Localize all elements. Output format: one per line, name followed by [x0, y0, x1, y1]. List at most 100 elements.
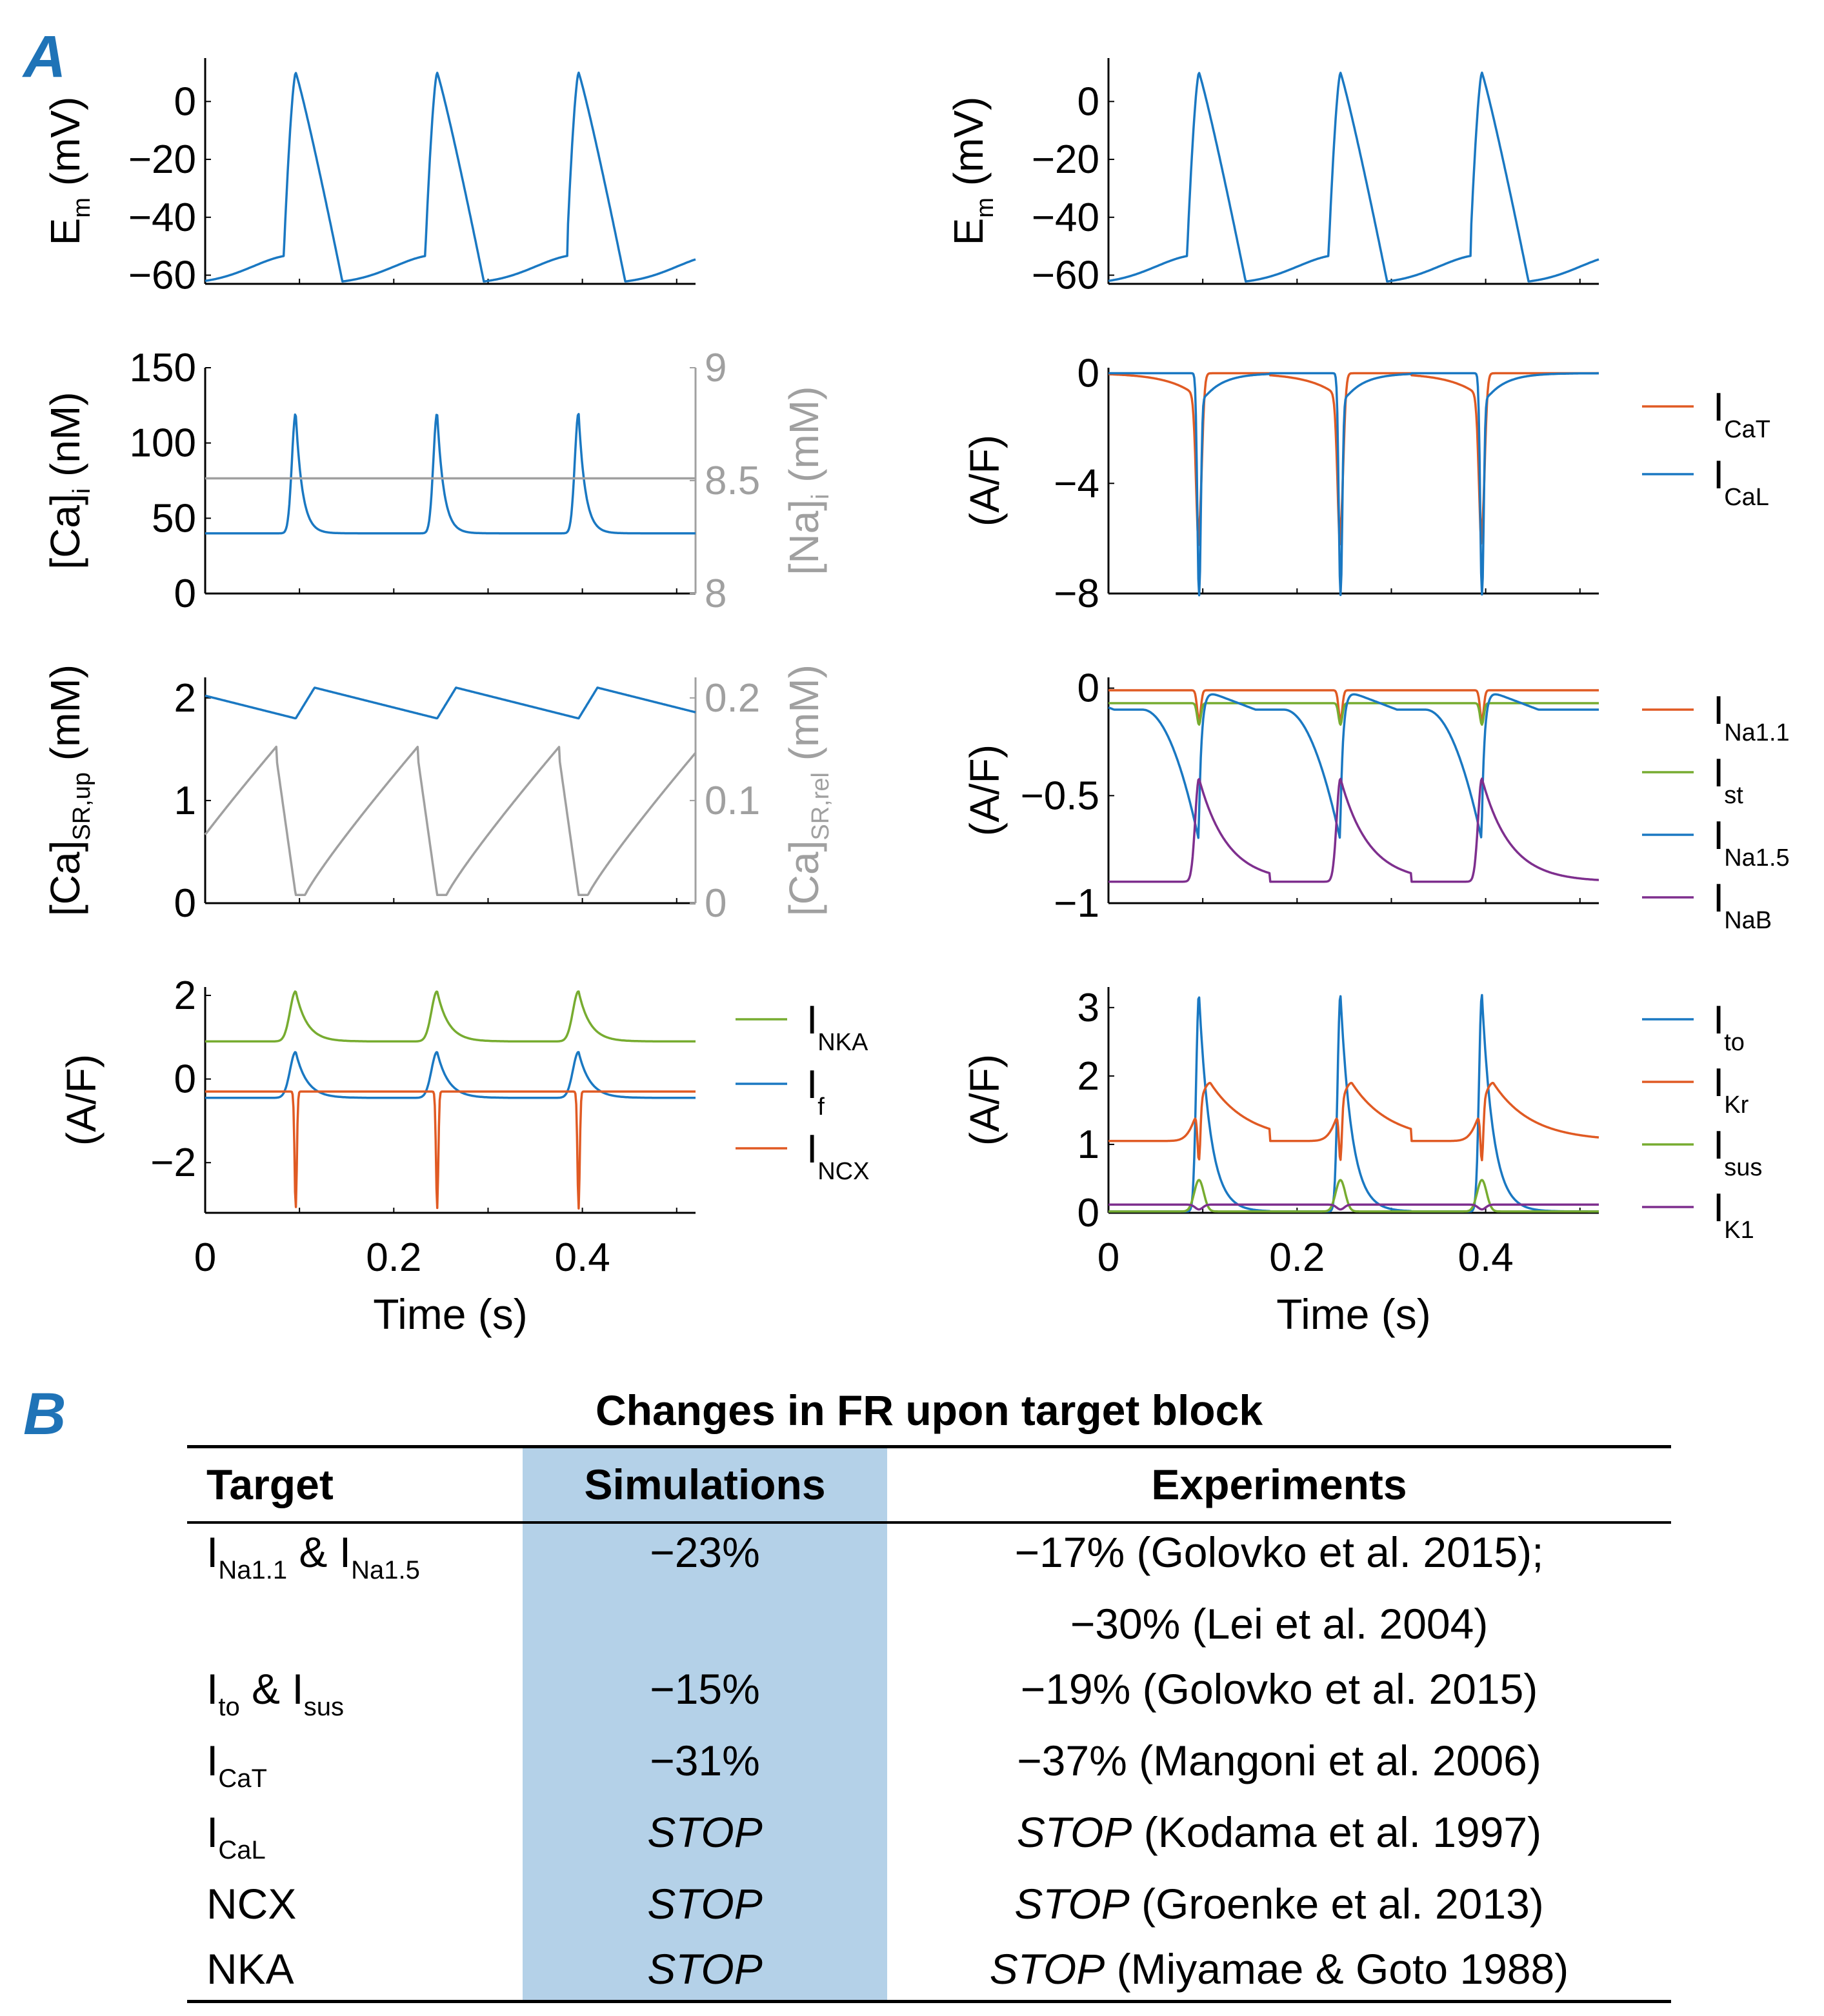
experiment-cell: −17% (Golovko et al. 2015);: [1014, 1528, 1544, 1576]
ca-currents-y-label: (A/F): [961, 435, 1008, 526]
casr-y2-tick-label: 0: [705, 881, 727, 926]
table-header-rule: [187, 1521, 1671, 1524]
experiment-cell: STOP (Groenke et al. 2013): [1014, 1880, 1544, 1928]
ca-currents-series-cat: [1108, 372, 1599, 546]
k-currents-y-tick-label: 1: [1077, 1123, 1099, 1167]
simulation-cell: −31%: [650, 1737, 760, 1784]
nka-f-ncx-legend-label: INKA: [807, 998, 868, 1056]
ca-na-y2-tick-label: 9: [705, 346, 727, 390]
k-currents-y-tick-label: 2: [1077, 1054, 1099, 1099]
ca-na-y-tick-label: 150: [130, 346, 196, 390]
nka-f-ncx-x-tick-label: 0.4: [555, 1235, 610, 1280]
k-currents-legend-label: IK1: [1713, 1186, 1754, 1244]
target-cell: NCX: [206, 1880, 297, 1928]
panel-label-b: B: [23, 1381, 66, 1447]
em-left-series-em: [205, 71, 696, 283]
em-right-y-label: Em (mV): [945, 97, 999, 246]
target-cell: INa1.1 & INa1.5: [206, 1528, 420, 1584]
experiment-cell: STOP (Kodama et al. 1997): [1016, 1808, 1542, 1856]
experiment-cell: −37% (Mangoni et al. 2006): [1017, 1737, 1541, 1784]
em-left-y-tick-label: −20: [128, 137, 196, 182]
nka-f-ncx-x-tick-label: 0.2: [366, 1235, 421, 1280]
casr-y2-tick-label: 0.2: [705, 676, 760, 721]
na-currents-legend-label: Ist: [1713, 751, 1743, 809]
k-currents-y-label: (A/F): [961, 1054, 1008, 1146]
table-title: Changes in FR upon target block: [595, 1386, 1263, 1434]
na-currents-legend-label: INa1.5: [1713, 813, 1790, 872]
ca-currents-y-tick-label: −8: [1054, 572, 1099, 616]
table-row: INa1.1 & INa1.5 −23% −17% (Golovko et al…: [187, 1520, 1671, 1592]
casr-y-tick-label: 1: [174, 779, 196, 823]
na-currents-series-na1-5: [1108, 693, 1599, 839]
nka-f-ncx-series-f: [205, 1051, 696, 1099]
k-currents-legend-label: Isus: [1713, 1123, 1762, 1181]
em-right-y-tick-label: −20: [1032, 137, 1099, 182]
table-bottom-rule: [187, 2000, 1671, 2003]
nka-f-ncx-series-nka: [205, 990, 696, 1043]
casr-y2-label: [Ca]SR,rel (mM): [781, 664, 834, 916]
panel-a: 0 −20 −40 −60 Em (mV) 0 50 100 150 8 8.5 9 [Ca]i (nM…: [42, 58, 1790, 1338]
em-right-series-em: [1108, 71, 1599, 283]
em-right-y-tick-label: −40: [1032, 195, 1099, 240]
header-target: Target: [206, 1461, 334, 1508]
target-cell: NKA: [206, 1945, 294, 1993]
k-currents-x-label: Time (s): [1276, 1290, 1431, 1338]
k-currents-legend-label: IKr: [1713, 1061, 1749, 1119]
na-currents-y-tick-label: −1: [1054, 881, 1099, 926]
ca-currents-y-tick-label: −4: [1054, 461, 1099, 506]
na-currents-legend-label: INa1.1: [1713, 688, 1790, 746]
experiment-cell: −19% (Golovko et al. 2015): [1020, 1665, 1538, 1713]
k-currents-series-k1: [1108, 1203, 1599, 1211]
panel-label-a: A: [23, 24, 66, 90]
k-currents-series-kr: [1108, 1081, 1599, 1162]
target-cell: ICaL: [206, 1808, 266, 1864]
table-header-row: Target Simulations Experiments: [187, 1449, 1671, 1520]
ca-currents-legend-label: ICaT: [1713, 385, 1770, 443]
ca-na-series--ca-i: [205, 413, 696, 535]
em-right-y-tick-label: −60: [1032, 254, 1099, 298]
casr-y-label: [Ca]SR,up (mM): [42, 664, 95, 916]
ca-currents-legend-label: ICaL: [1713, 453, 1769, 511]
em-left-y-label: Em (mV): [42, 97, 95, 246]
nka-f-ncx-series-ncx: [205, 1090, 696, 1210]
k-currents-x-tick-label: 0.4: [1458, 1235, 1514, 1280]
simulation-cell: STOP: [647, 1808, 763, 1856]
em-right-y-tick-label: 0: [1077, 79, 1099, 124]
ca-currents-series-cal: [1108, 372, 1599, 597]
ca-na-y2-label: [Na]i (mM): [781, 386, 834, 575]
simulation-cell: −23%: [650, 1528, 760, 1576]
nka-f-ncx-legend-label: INCX: [807, 1127, 869, 1185]
experiment-cell: STOP (Miyamae & Goto 1988): [989, 1945, 1569, 1993]
nka-f-ncx-legend-label: If: [807, 1063, 825, 1121]
simulation-cell: −15%: [650, 1665, 760, 1713]
table-row: NCX STOP STOP (Groenke et al. 2013): [187, 1871, 1671, 1937]
em-left-y-tick-label: −60: [128, 254, 196, 298]
table-row: ICaT −31% −37% (Mangoni et al. 2006): [187, 1728, 1671, 1800]
nka-f-ncx-y-tick-label: −2: [150, 1141, 196, 1185]
table-row: −30% (Lei et al. 2004): [187, 1592, 1671, 1657]
ca-na-y-label: [Ca]i (nM): [42, 392, 95, 569]
na-currents-y-label: (A/F): [961, 744, 1008, 836]
casr-y-tick-label: 0: [174, 881, 196, 926]
na-currents-y-tick-label: 0: [1077, 666, 1099, 711]
nka-f-ncx-x-label: Time (s): [373, 1290, 528, 1338]
ca-na-y-tick-label: 100: [130, 421, 196, 466]
table-row: NKA STOP STOP (Miyamae & Goto 1988): [187, 1937, 1671, 2002]
nka-f-ncx-y-label: (A/F): [58, 1054, 105, 1146]
na-currents-series-st: [1108, 702, 1599, 726]
experiment-cell: −30% (Lei et al. 2004): [1070, 1600, 1488, 1648]
results-table: Target Simulations Experiments INa1.1 & …: [187, 1442, 1671, 2010]
na-currents-legend-label: INaB: [1713, 876, 1772, 934]
table-row: Ito & Isus −15% −19% (Golovko et al. 201…: [187, 1657, 1671, 1728]
header-simulations: Simulations: [584, 1461, 826, 1508]
ca-na-y-tick-label: 0: [174, 572, 196, 616]
table-grid: Target Simulations Experiments INa1.1 & …: [187, 1449, 1671, 2002]
casr-series--ca-sr-rel: [204, 745, 697, 897]
k-currents-x-tick-label: 0: [1097, 1235, 1119, 1280]
target-cell: Ito & Isus: [206, 1665, 344, 1721]
casr-y-tick-label: 2: [174, 676, 196, 721]
nka-f-ncx-y-tick-label: 0: [174, 1057, 196, 1102]
k-currents-x-tick-label: 0.2: [1269, 1235, 1325, 1280]
simulation-cell: STOP: [647, 1945, 763, 1993]
